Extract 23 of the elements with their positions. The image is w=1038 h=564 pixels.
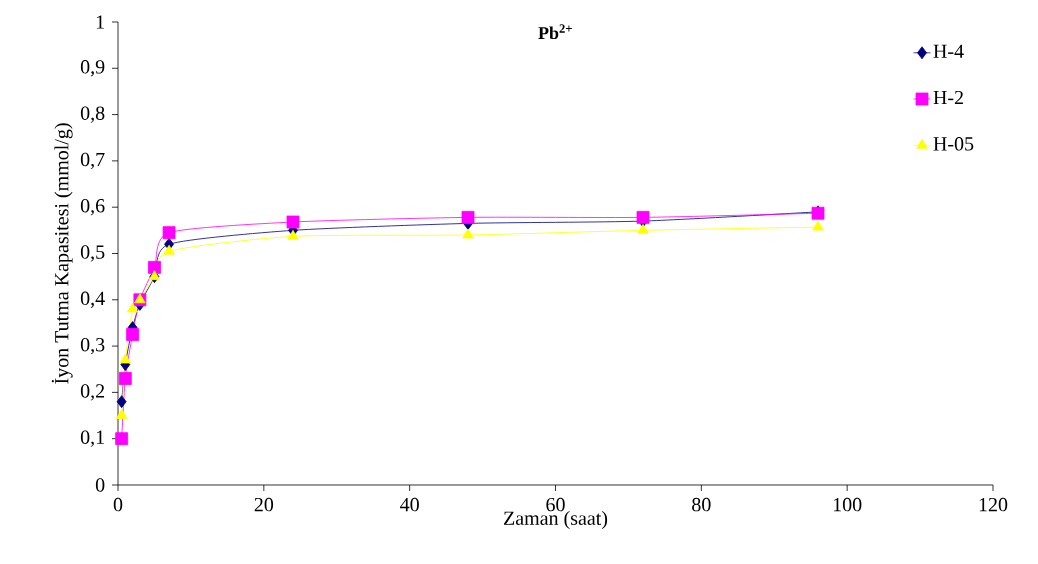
y-axis-title: İyon Tutma Kapasitesi (mmol/g) — [51, 123, 73, 384]
x-tick-label: 120 — [979, 497, 1008, 512]
x-tick-label: 60 — [546, 497, 565, 512]
y-tick-label: 0 — [95, 478, 105, 492]
legend-label: H-05 — [933, 137, 974, 151]
legend-label: H-4 — [933, 44, 964, 58]
y-tick-label: 0,1 — [80, 430, 104, 447]
y-tick-label: 0,4 — [80, 291, 105, 308]
y-tick-label: 0,9 — [80, 60, 105, 77]
legend-label: H-2 — [933, 90, 963, 105]
x-tick-label: 40 — [400, 497, 419, 512]
y-tick-label: 0,5 — [80, 245, 105, 262]
y-tick-label: 0,2 — [80, 384, 105, 401]
y-tick-label: 0,7 — [80, 152, 105, 170]
y-tick-label: 0,8 — [80, 106, 105, 123]
y-tick-label: 0,3 — [80, 337, 105, 355]
y-tick-label: 1 — [96, 15, 104, 29]
x-tick-label: 100 — [833, 497, 862, 512]
x-tick-label: 80 — [692, 497, 711, 512]
x-tick-label: 0 — [113, 497, 123, 512]
y-tick-label: 0,6 — [80, 199, 105, 216]
chart-title: Pb$^{2+}$ — [538, 24, 572, 40]
x-tick-label: 20 — [254, 497, 274, 512]
